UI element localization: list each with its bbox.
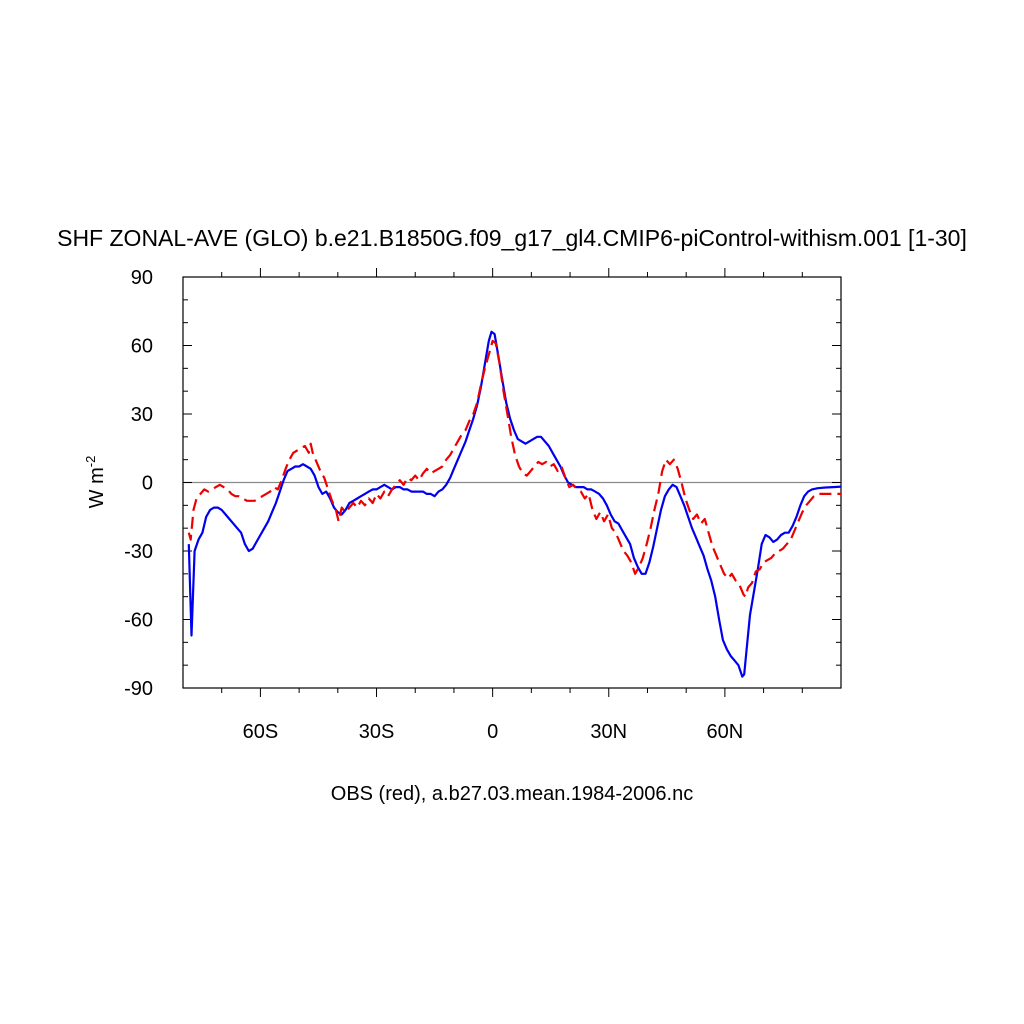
y-tick-label: -30 — [124, 541, 153, 563]
y-axis-label: W m-2 — [83, 456, 108, 509]
y-tick-label: 30 — [131, 404, 153, 426]
series-layer — [187, 330, 842, 678]
x-axis-label: OBS (red), a.b27.03.mean.1984-2006.nc — [331, 783, 693, 805]
y-tick-labels: 90 60 30 0 -30 -60 -90 — [124, 267, 153, 700]
x-tick-label: 60N — [707, 721, 744, 743]
x-tick-labels: 60S 30S 0 30N 60N — [243, 721, 744, 743]
x-tick-label: 30S — [359, 721, 395, 743]
y-tick-label: -60 — [124, 610, 153, 632]
y-tick-label: 90 — [131, 267, 153, 289]
series-line-obs — [187, 339, 841, 598]
y-tick-label: 0 — [142, 473, 153, 495]
y-tick-label: -90 — [124, 678, 153, 700]
x-tick-label: 30N — [590, 721, 627, 743]
x-tick-label: 60S — [243, 721, 279, 743]
chart-title: SHF ZONAL-AVE (GLO) b.e21.B1850G.f09_g17… — [57, 225, 967, 251]
x-tick-label: 0 — [487, 721, 498, 743]
axis-ticks — [183, 268, 841, 697]
y-tick-label: 60 — [131, 336, 153, 358]
series-line-model — [187, 330, 842, 678]
